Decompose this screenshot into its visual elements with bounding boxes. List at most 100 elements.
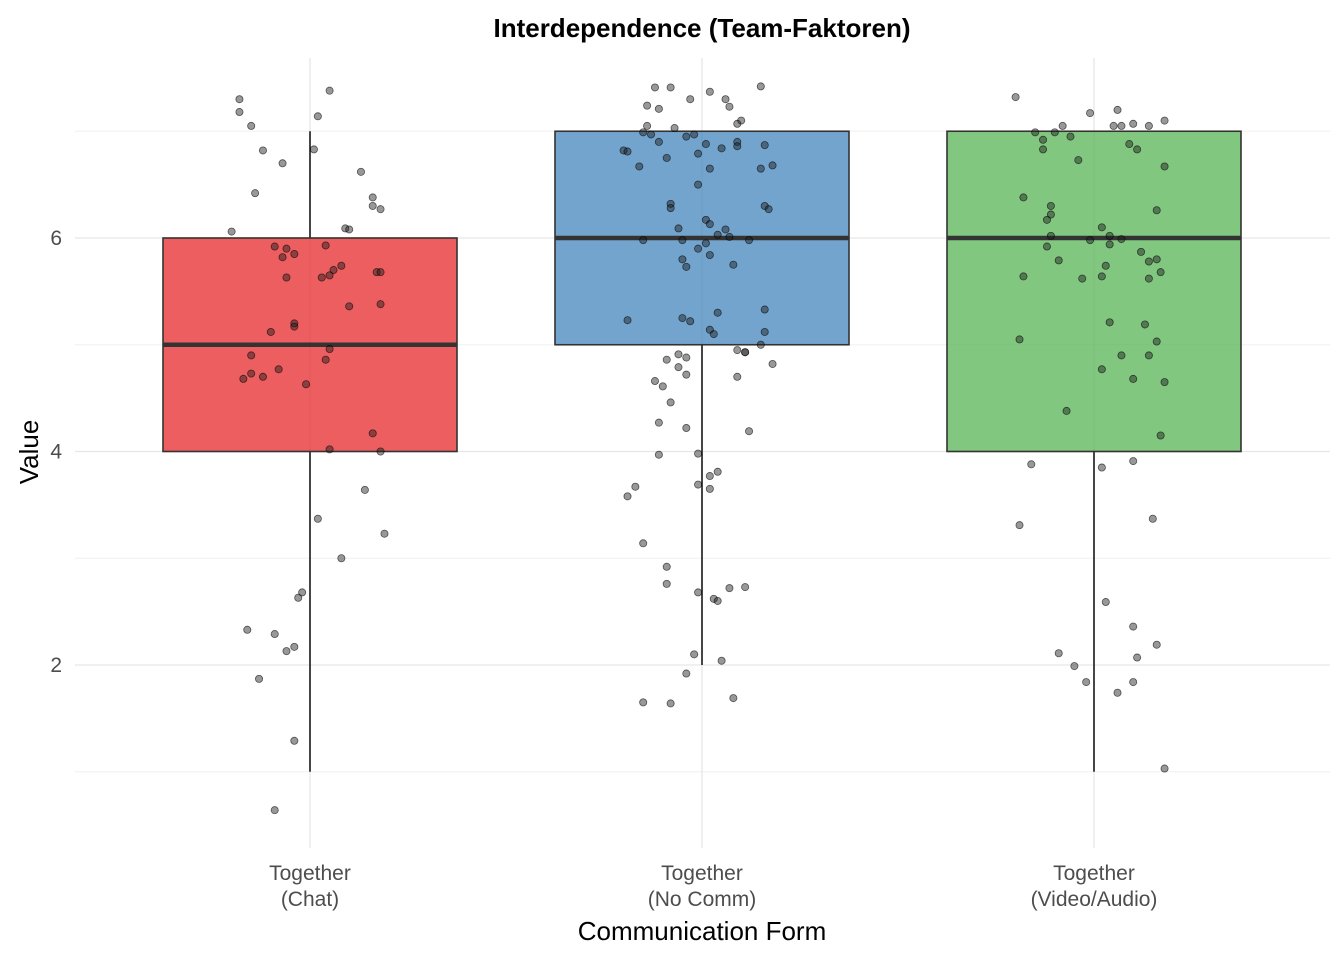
data-point: [717, 656, 726, 665]
data-point: [1039, 145, 1048, 154]
data-point: [266, 327, 275, 336]
data-point: [376, 300, 385, 309]
data-point: [321, 355, 330, 364]
data-point: [733, 119, 742, 128]
data-point: [1039, 135, 1048, 144]
data-point: [1042, 215, 1051, 224]
data-point: [1101, 598, 1110, 607]
data-point: [741, 583, 750, 592]
data-point: [1117, 121, 1126, 130]
data-point: [760, 327, 769, 336]
data-point: [239, 374, 248, 383]
data-point: [1050, 128, 1059, 137]
data-point: [235, 95, 244, 104]
data-point: [658, 382, 667, 391]
data-point: [713, 230, 722, 239]
data-point: [690, 130, 699, 139]
data-point: [1082, 678, 1091, 687]
data-point: [1062, 406, 1071, 415]
data-point: [643, 101, 652, 110]
data-point: [650, 377, 659, 386]
data-point: [674, 350, 683, 359]
data-point: [678, 314, 687, 323]
data-point: [1097, 223, 1106, 232]
data-point: [1152, 255, 1161, 264]
data-point: [686, 317, 695, 326]
data-point: [1129, 622, 1138, 631]
data-point: [709, 594, 718, 603]
x-tick-label-line2: (Video/Audio): [1031, 888, 1158, 911]
data-point: [1148, 514, 1157, 523]
data-point: [650, 83, 659, 92]
data-point: [1015, 335, 1024, 344]
x-tick-label-line2: (Chat): [281, 888, 339, 911]
x-tick-label-line2: (No Comm): [648, 888, 757, 911]
data-point: [1109, 121, 1118, 130]
data-point: [694, 480, 703, 489]
data-point: [662, 355, 671, 364]
data-point: [270, 242, 279, 251]
data-point: [1156, 431, 1165, 440]
data-point: [654, 137, 663, 146]
data-point: [1058, 121, 1067, 130]
jitter-points: [227, 82, 1169, 815]
data-point: [1160, 764, 1169, 773]
data-point: [686, 95, 695, 104]
data-point: [733, 142, 742, 151]
data-point: [756, 340, 765, 349]
data-point: [380, 529, 389, 538]
data-point: [705, 251, 714, 260]
data-point: [1097, 365, 1106, 374]
data-point: [643, 121, 652, 130]
data-point: [1019, 193, 1028, 202]
x-tick-label-line1: Together: [661, 862, 743, 885]
data-point: [682, 353, 691, 362]
data-point: [682, 132, 691, 141]
data-point: [694, 180, 703, 189]
data-point: [278, 159, 287, 168]
data-point: [733, 346, 742, 355]
data-point: [701, 140, 710, 149]
data-point: [662, 579, 671, 588]
data-point: [270, 806, 279, 815]
data-point: [1129, 678, 1138, 687]
data-point: [674, 224, 683, 233]
data-point: [1144, 351, 1153, 360]
data-point: [1125, 140, 1134, 149]
data-point: [694, 449, 703, 458]
data-point: [639, 539, 648, 548]
data-point: [309, 145, 318, 154]
x-tick-label-line1: Together: [1053, 862, 1135, 885]
data-point: [705, 87, 714, 96]
data-point: [729, 260, 738, 269]
data-point: [1152, 337, 1161, 346]
data-point: [713, 308, 722, 317]
chart-title: Interdependence (Team-Faktoren): [493, 13, 910, 43]
data-point: [705, 220, 714, 229]
y-axis-title: Value: [14, 420, 44, 485]
data-point: [678, 255, 687, 264]
data-point: [290, 322, 299, 331]
data-point: [247, 369, 256, 378]
data-point: [1101, 261, 1110, 270]
data-point: [725, 232, 734, 241]
data-point: [768, 359, 777, 368]
data-point: [325, 271, 334, 280]
boxes: [162, 130, 1242, 772]
data-point: [745, 236, 754, 245]
data-point: [623, 147, 632, 156]
data-point: [705, 484, 714, 493]
data-point: [290, 736, 299, 745]
data-point: [1046, 210, 1055, 219]
data-point: [1070, 662, 1079, 671]
data-point: [623, 316, 632, 325]
data-point: [654, 418, 663, 427]
data-point: [1097, 463, 1106, 472]
data-point: [741, 348, 750, 357]
data-point: [713, 467, 722, 476]
data-point: [282, 273, 291, 282]
data-point: [317, 273, 326, 282]
data-point: [1144, 121, 1153, 130]
data-point: [745, 427, 754, 436]
data-point: [282, 647, 291, 656]
